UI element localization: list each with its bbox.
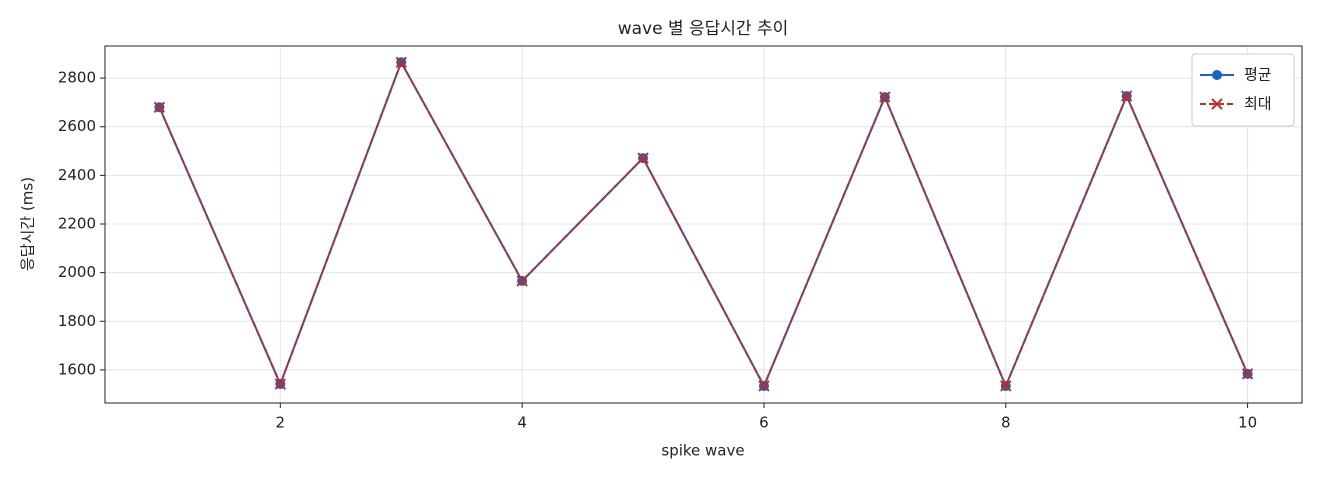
data-point (1120, 90, 1133, 102)
x-tick-label: 6 (759, 414, 769, 432)
data-point (1241, 368, 1254, 380)
data-point (395, 56, 407, 69)
data-point (637, 152, 649, 164)
x-axis-label: spike wave (661, 442, 744, 460)
data-point (879, 91, 891, 103)
data-point (153, 101, 166, 113)
y-tick-label: 1600 (58, 360, 96, 378)
y-axis-label: 응답시간 (ms) (19, 177, 37, 271)
data-point (758, 380, 770, 392)
data-point (516, 275, 528, 287)
data-point (274, 378, 287, 390)
x-tick-label: 8 (1001, 414, 1011, 432)
y-tick-label: 2800 (58, 69, 96, 87)
x-tick-label: 2 (276, 414, 286, 432)
plot-frame (104, 45, 1303, 404)
legend-label: 평균 (1244, 66, 1272, 84)
y-tick-label: 2200 (58, 215, 96, 233)
legend-marker (1212, 70, 1222, 80)
y-tick-label: 2000 (58, 263, 96, 281)
series-line (158, 59, 1249, 389)
y-tick-label: 2600 (58, 117, 96, 135)
x-tick-label: 4 (517, 414, 527, 432)
x-tick-label: 10 (1238, 414, 1257, 432)
y-tick-label: 2400 (58, 166, 96, 184)
data-point (1000, 380, 1012, 392)
y-tick-label: 1800 (58, 312, 96, 330)
legend-box (1191, 53, 1295, 127)
chart-title: wave 별 응답시간 추이 (618, 19, 789, 39)
legend-label: 최대 (1244, 95, 1272, 113)
legend-marker (1211, 98, 1223, 110)
